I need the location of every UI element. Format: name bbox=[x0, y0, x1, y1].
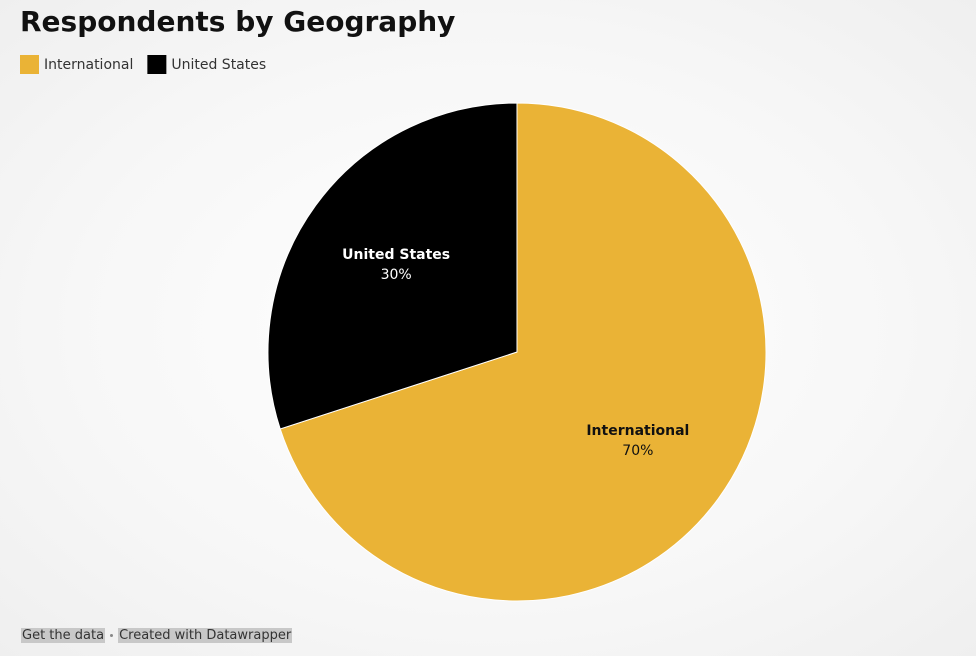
chart: Respondents by Geography International Un… bbox=[20, 5, 767, 602]
footer: Get the data Created with Datawrapper bbox=[21, 628, 293, 643]
slice-category-label: International bbox=[586, 423, 689, 439]
pie-slice bbox=[279, 102, 767, 602]
slice-value-label: 30% bbox=[381, 267, 412, 283]
slice-labels: International 70% United States 30% bbox=[342, 247, 689, 459]
pie-slice bbox=[267, 102, 518, 430]
legend-label: United States bbox=[171, 57, 266, 73]
pie bbox=[267, 102, 767, 602]
legend-swatch bbox=[147, 55, 167, 74]
datawrapper-link[interactable]: Created with Datawrapper bbox=[118, 628, 293, 643]
slice-value-label: 70% bbox=[622, 443, 653, 459]
separator bbox=[110, 634, 114, 637]
chart-title: Respondents by Geography bbox=[20, 5, 455, 38]
slice-category-label: United States bbox=[342, 247, 450, 263]
get-data-link[interactable]: Get the data bbox=[21, 628, 106, 643]
legend-label: International bbox=[44, 57, 133, 73]
legend-swatch bbox=[20, 55, 39, 74]
legend: International United States bbox=[20, 55, 266, 74]
